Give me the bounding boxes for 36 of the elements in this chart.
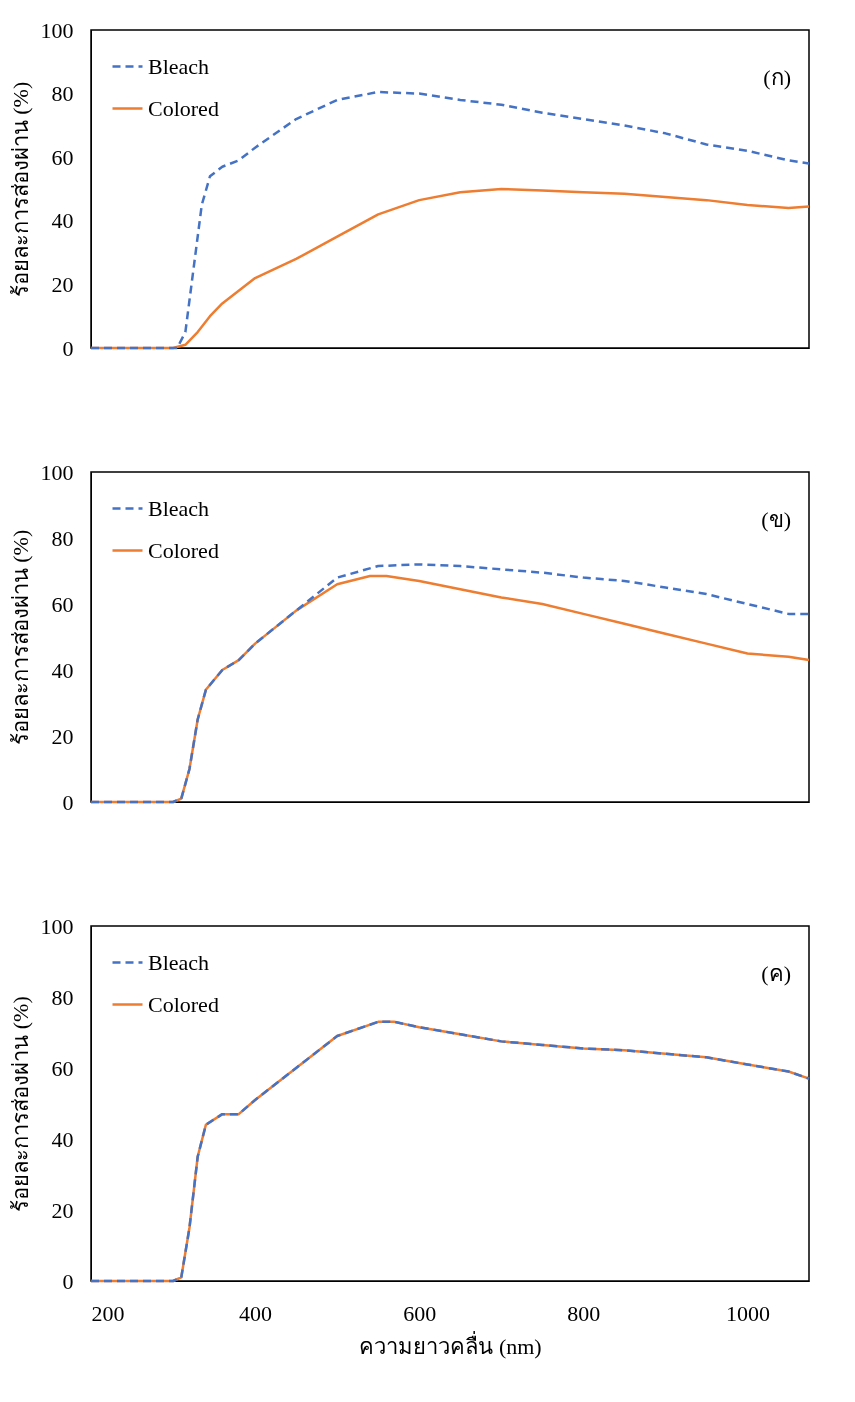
y-tick-label: 40 — [51, 657, 74, 683]
y-tick-label: 80 — [51, 525, 74, 551]
legend-label: Bleach — [148, 949, 210, 975]
y-tick-label: 100 — [40, 913, 74, 939]
x-axis-title: ความยาวคลื่น (nm) — [359, 1330, 542, 1359]
y-tick-label: 0 — [62, 1268, 74, 1294]
y-tick-label: 0 — [62, 789, 74, 815]
y-tick-label: 100 — [40, 459, 74, 485]
x-tick-label: 400 — [239, 1300, 273, 1326]
y-tick-label: 40 — [51, 208, 74, 234]
legend-label: Colored — [148, 537, 219, 563]
y-tick-label: 0 — [62, 335, 74, 361]
y-axis-title: ร้อยละการส่องผ่าน (%) — [7, 81, 33, 298]
legend-label: Bleach — [148, 495, 210, 521]
annotation: (ข) — [761, 507, 791, 532]
y-tick-label: 80 — [51, 81, 74, 107]
y-tick-label: 80 — [51, 984, 74, 1010]
x-tick-label: 1000 — [725, 1300, 770, 1326]
annotation: (ค) — [761, 961, 791, 986]
legend-label: Colored — [148, 95, 219, 121]
y-tick-label: 40 — [51, 1126, 74, 1152]
x-tick-label: 600 — [403, 1300, 437, 1326]
y-tick-label: 20 — [51, 271, 74, 297]
legend-label: Colored — [148, 991, 219, 1017]
y-axis-title: ร้อยละการส่องผ่าน (%) — [7, 529, 33, 746]
y-tick-label: 60 — [51, 144, 74, 170]
y-tick-label: 20 — [51, 723, 74, 749]
y-tick-label: 60 — [51, 591, 74, 617]
y-axis-title: ร้อยละการส่องผ่าน (%) — [7, 996, 33, 1212]
x-tick-label: 800 — [567, 1300, 601, 1326]
annotation: (ก) — [763, 65, 791, 90]
y-tick-label: 20 — [51, 1197, 74, 1223]
y-tick-label: 60 — [51, 1055, 74, 1081]
legend-label: Bleach — [148, 53, 210, 79]
y-tick-label: 100 — [40, 17, 74, 43]
x-tick-label: 200 — [91, 1300, 125, 1326]
